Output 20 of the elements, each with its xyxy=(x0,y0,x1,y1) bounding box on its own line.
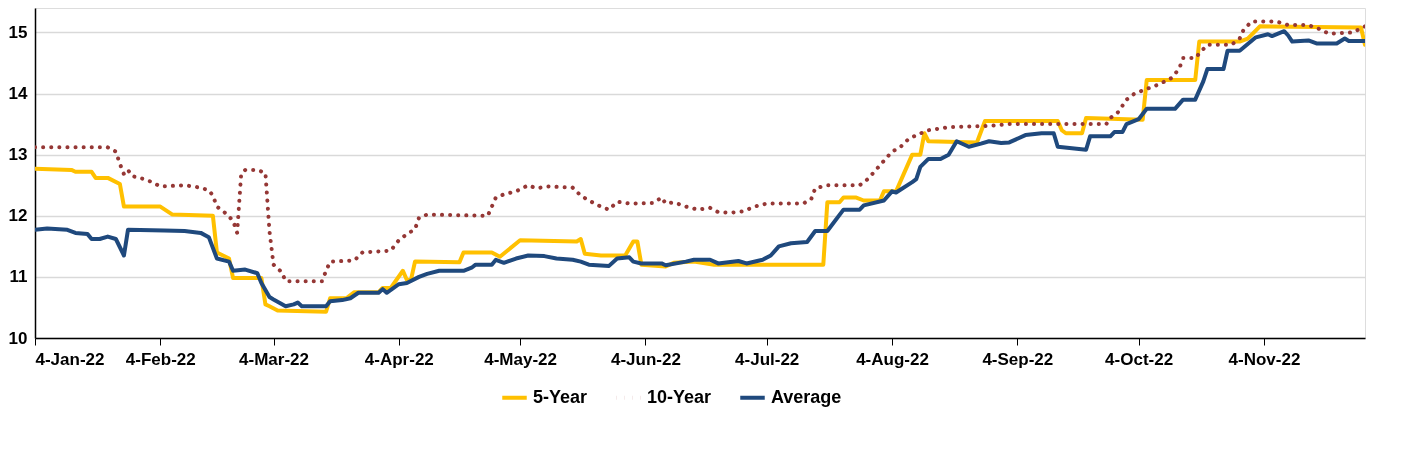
y-tick-label: 14 xyxy=(8,84,29,104)
x-tick-label: 4-May-22 xyxy=(484,349,557,369)
x-tick-label: 4-Aug-22 xyxy=(856,349,929,369)
y-tick-label: 13 xyxy=(8,145,28,165)
y-tick-label: 12 xyxy=(8,206,28,226)
y-tick-label: 10 xyxy=(8,328,28,348)
x-tick-label: 4-Jan-22 xyxy=(35,349,105,369)
y-tick-label: 15 xyxy=(8,22,28,42)
x-tick-label: 4-Mar-22 xyxy=(239,349,309,369)
legend-label: Average xyxy=(771,386,842,407)
x-tick-label: 4-Jun-22 xyxy=(610,349,681,369)
x-tick-label: 4-Nov-22 xyxy=(1228,349,1301,369)
x-tick-label: 4-Apr-22 xyxy=(364,349,434,369)
x-tick-label: 4-Oct-22 xyxy=(1105,349,1174,369)
y-tick-label: 11 xyxy=(9,267,28,287)
legend-label: 5-Year xyxy=(533,386,588,407)
x-tick-label: 4-Sep-22 xyxy=(982,349,1054,369)
x-tick-label: 4-Jul-22 xyxy=(735,349,800,369)
x-tick-label: 4-Feb-22 xyxy=(125,349,196,369)
legend-label: 10-Year xyxy=(647,386,712,407)
